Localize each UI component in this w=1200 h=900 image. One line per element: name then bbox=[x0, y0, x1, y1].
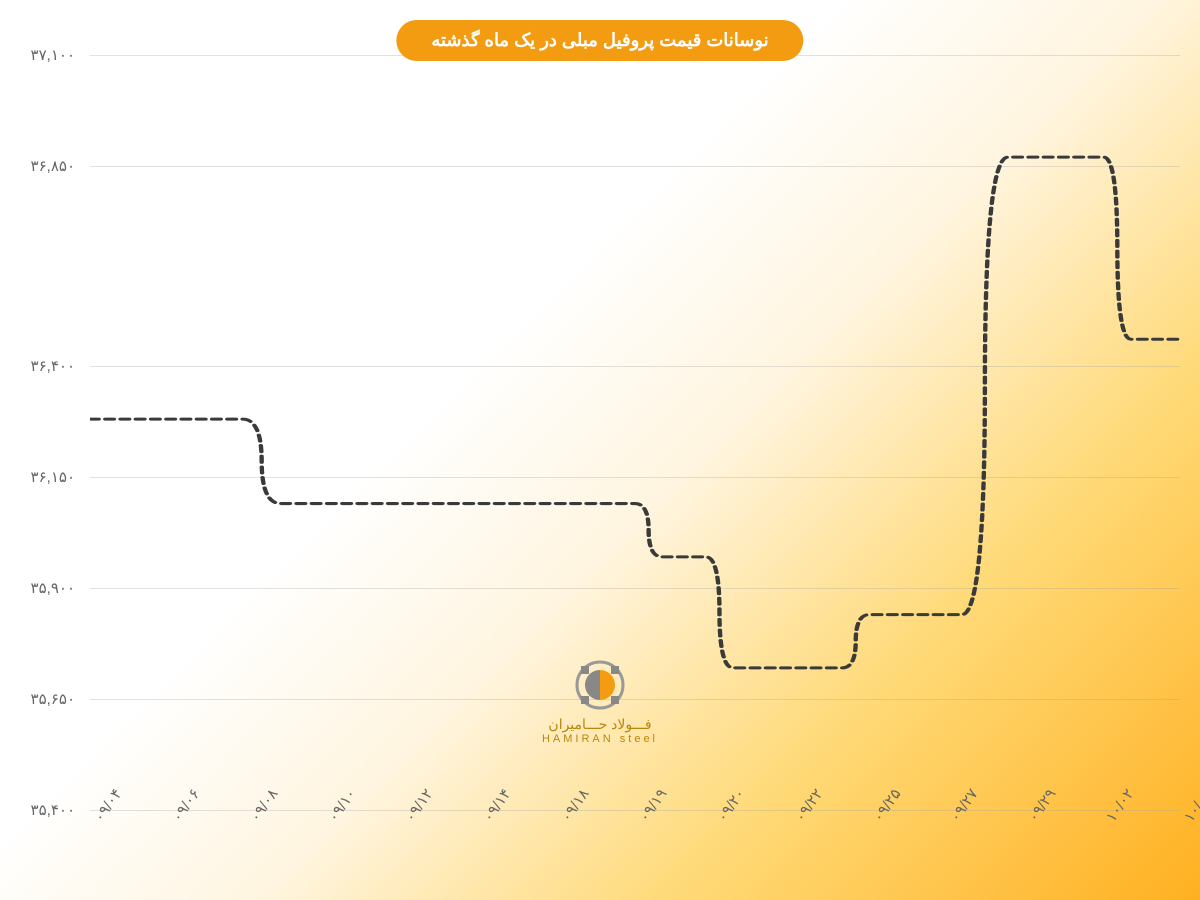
x-tick-label: ۱۰/۰۳ bbox=[1180, 785, 1200, 825]
y-tick-label: ۳۶,۴۰۰ bbox=[31, 357, 75, 375]
y-tick-label: ۳۵,۶۵۰ bbox=[31, 690, 75, 708]
logo-text-english: HAMIRAN steel bbox=[542, 733, 658, 745]
y-tick-label: ۳۷,۱۰۰ bbox=[31, 46, 75, 64]
y-tick-label: ۳۵,۴۰۰ bbox=[31, 801, 75, 819]
y-axis: ۳۷,۱۰۰۳۶,۸۵۰۳۶,۴۰۰۳۶,۱۵۰۳۵,۹۰۰۳۵,۶۵۰۳۵,۴… bbox=[0, 55, 85, 810]
x-axis: ۰۹/۰۴۰۹/۰۶۰۹/۰۸۰۹/۱۰۰۹/۱۲۰۹/۱۴۰۹/۱۸۰۹/۱۹… bbox=[90, 815, 1180, 890]
y-tick-label: ۳۵,۹۰۰ bbox=[31, 579, 75, 597]
logo-text-persian: فـــولاد حـــامیران bbox=[542, 716, 658, 733]
y-tick-label: ۳۶,۸۵۰ bbox=[31, 157, 75, 175]
y-tick-label: ۳۶,۱۵۰ bbox=[31, 468, 75, 486]
logo-icon bbox=[575, 660, 625, 710]
brand-logo: فـــولاد حـــامیران HAMIRAN steel bbox=[542, 660, 658, 745]
chart-container: نوسانات قیمت پروفیل مبلی در یک ماه گذشته… bbox=[0, 0, 1200, 900]
chart-title-badge: نوسانات قیمت پروفیل مبلی در یک ماه گذشته bbox=[396, 20, 803, 61]
